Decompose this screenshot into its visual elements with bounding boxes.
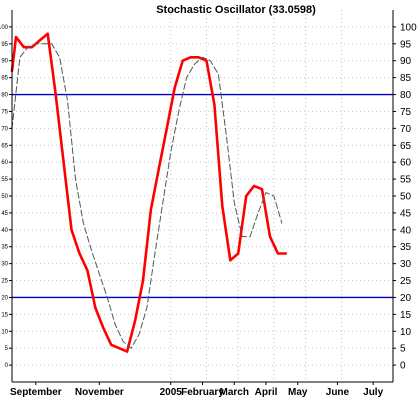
right-y-tick-label: 60 (400, 158, 412, 169)
x-tick-label: June (326, 387, 350, 398)
left-y-tick-label: 5 (5, 346, 9, 352)
x-tick-label: September (10, 387, 62, 398)
reference-lines (12, 93, 393, 299)
right-y-tick-label: 85 (400, 73, 412, 84)
right-y-tick-label: 75 (400, 107, 412, 118)
left-y-tick-label: 20 (1, 295, 8, 301)
left-y-tick-label: 30 (1, 262, 8, 268)
right-y-tick-label: 80 (400, 90, 412, 101)
x-tick-label: July (363, 387, 383, 398)
right-y-tick-label: 30 (400, 259, 412, 270)
y-tick-labels: 0055101015152020252530303535404045455050… (0, 22, 417, 371)
x-tick-label: 2005 (160, 387, 183, 398)
left-y-tick-label: 75 (1, 109, 8, 115)
left-y-tick-label: 15 (1, 312, 8, 318)
right-y-tick-label: 90 (400, 56, 412, 67)
right-y-tick-label: 40 (400, 225, 412, 236)
axes (9, 10, 396, 385)
left-y-tick-label: 90 (1, 59, 8, 65)
right-y-tick-label: 50 (400, 192, 412, 203)
left-y-tick-label: 95 (1, 42, 8, 48)
right-y-tick-label: 25 (400, 276, 412, 287)
left-y-tick-label: 50 (1, 194, 8, 200)
left-y-tick-label: 60 (1, 160, 8, 166)
x-tick-label: March (220, 387, 249, 398)
left-y-tick-label: 70 (1, 126, 8, 132)
left-y-tick-label: 65 (1, 143, 8, 149)
right-y-tick-label: 55 (400, 175, 412, 186)
left-y-tick-label: 35 (1, 245, 8, 251)
signal-line (11, 43, 283, 349)
stochastic-line (10, 32, 288, 353)
right-y-tick-label: 5 (400, 344, 406, 355)
right-y-tick-label: 0 (400, 361, 406, 372)
right-y-tick-label: 70 (400, 124, 412, 135)
chart-title: Stochastic Oscillator (33.0598) (156, 4, 316, 16)
x-tick-label: November (75, 387, 124, 398)
right-y-tick-label: 20 (400, 293, 412, 304)
right-y-tick-label: 100 (400, 22, 417, 33)
right-y-tick-label: 10 (400, 327, 412, 338)
left-y-tick-label: 0 (5, 363, 9, 369)
left-y-tick-label: 55 (1, 177, 8, 183)
right-y-tick-label: 95 (400, 39, 412, 50)
x-tick-label: April (255, 387, 278, 398)
right-y-tick-label: 65 (400, 141, 412, 152)
left-y-tick-label: 100 (0, 25, 9, 31)
left-y-tick-label: 85 (1, 76, 8, 82)
left-y-tick-label: 45 (1, 211, 8, 217)
right-y-tick-label: 15 (400, 310, 412, 321)
x-tick-label: May (288, 387, 308, 398)
left-y-tick-label: 25 (1, 279, 8, 285)
left-y-tick-label: 40 (1, 228, 8, 234)
right-y-tick-label: 45 (400, 208, 412, 219)
left-y-tick-label: 80 (1, 93, 8, 99)
right-y-tick-label: 35 (400, 242, 412, 253)
x-tick-label: February (181, 387, 224, 398)
left-y-tick-label: 10 (1, 329, 8, 335)
series-layer (10, 32, 288, 353)
